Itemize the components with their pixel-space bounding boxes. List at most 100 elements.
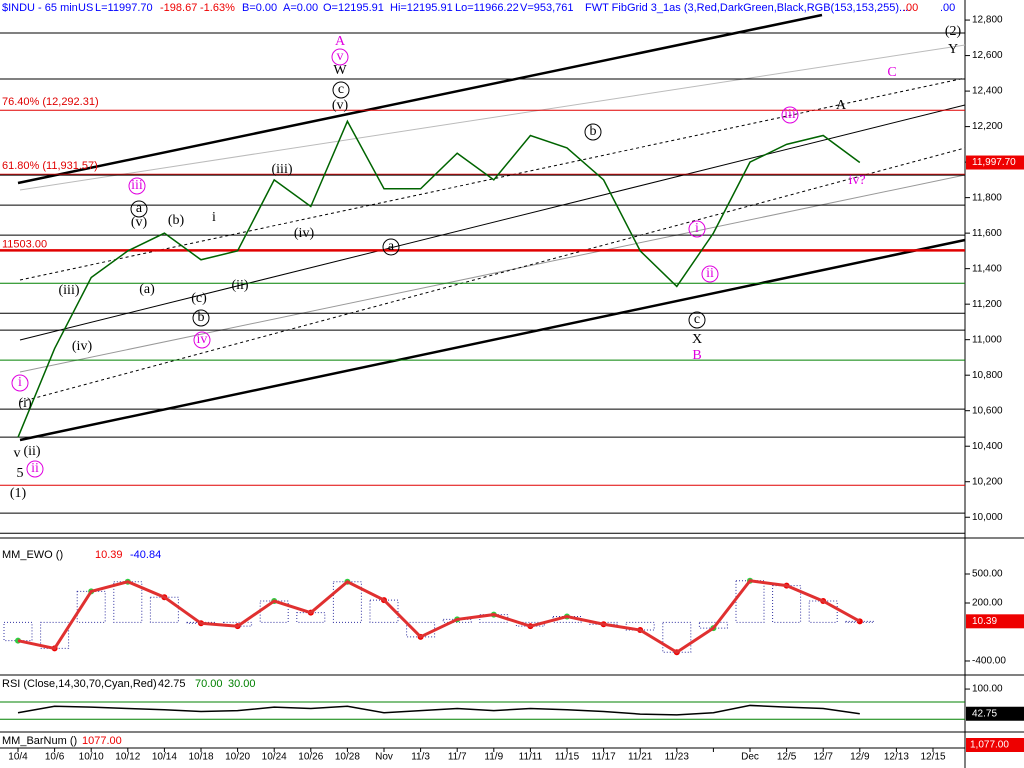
header-text: -198.67 [160,2,197,14]
y-tick-label: 200.00 [972,598,1003,609]
annotation-circle [128,177,146,195]
x-tick-label: Nov [375,752,393,763]
annotation-circle [332,81,350,99]
y-tick-label: 100.00 [972,684,1003,695]
wave-label: (b) [168,213,185,228]
annotation-circle [701,265,719,283]
wave-label: a [136,201,143,216]
wave-label: (2) [945,24,962,39]
annotation-circle [331,48,349,66]
annotation-circle [584,123,602,141]
channel-line [19,104,966,341]
x-tick-label: 10/12 [115,752,140,763]
header-text: Hi=12195.91 [390,2,453,14]
x-tick-label: 11/15 [555,752,580,763]
annotation-circle [688,220,706,238]
readout: 42.75 [158,678,186,690]
price-line [17,119,861,438]
readout: -40.84 [130,549,161,561]
wave-label: ii [706,266,714,281]
rsi-value-label: 42.75 [972,708,997,719]
wave-label: (ii) [23,444,40,459]
x-tick-label: 12/13 [884,752,909,763]
wave-label: X [692,332,702,347]
header-text: B=0.00 [242,2,277,14]
header-text: V=953,761 [520,2,574,14]
ewo-bar [662,621,692,653]
ewo-bar [845,620,875,623]
y-tick-label: 12,400 [972,86,1003,97]
wave-label: C [887,65,896,80]
annotation-circle [781,106,799,124]
y-tick-label: 10,200 [972,476,1003,487]
x-tick-label: 11/11 [519,752,543,763]
x-tick-label: 10/28 [335,752,360,763]
wave-label: b [198,310,205,325]
wave-label: i [695,221,699,236]
x-tick-label: 10/14 [152,752,177,763]
y-tick-label: 10,400 [972,441,1003,452]
readout: 30.00 [228,678,256,690]
y-tick-label: 10,600 [972,405,1003,416]
ewo-bar [296,612,326,623]
wave-label: (iv) [72,339,93,354]
header-text: $INDU - 65 min [2,2,78,14]
annotation-circle [26,460,44,478]
x-tick-label: 10/20 [225,752,250,763]
readout: 1077.00 [82,735,122,747]
x-tick-label: 10/18 [188,752,213,763]
wave-label: iv? [848,173,865,188]
x-tick-label: 10/26 [298,752,323,763]
wave-label: iii [784,107,796,122]
wave-label: A [335,34,346,49]
y-tick-label: 12,200 [972,121,1003,132]
barnum-label: 1,077.00 [970,740,1009,751]
x-tick-label: 11/23 [665,752,690,763]
wave-label: i [18,375,22,390]
wave-label: W [333,63,347,78]
y-tick-label: -400.00 [972,656,1006,667]
wave-label: iv [197,332,208,347]
annotation-circle [382,238,400,256]
y-tick-label: 10,800 [972,370,1003,381]
x-tick-label: 12/7 [813,752,833,763]
channel-line [19,77,966,281]
wave-label: b [590,124,597,139]
wave-label: A [836,98,847,113]
wave-label: (iii) [59,283,80,298]
ewo-bar [76,590,106,623]
ewo-value-label: 10.39 [972,616,997,627]
ewo-bar [698,621,728,629]
header-text: .00 [903,2,918,14]
channel-line [17,13,823,185]
annotation-circle [130,200,148,218]
x-tick-label: 12/5 [777,752,797,763]
wave-label: i [212,210,216,225]
x-tick-label: 11/9 [484,752,503,763]
level-label: 11503.00 [2,238,47,250]
y-tick-label: 12,600 [972,50,1003,61]
last-value-box [966,155,1024,170]
wave-label: B [692,348,701,363]
readout: 10.39 [95,549,123,561]
y-tick-label: 11,800 [972,192,1002,203]
header-text: .00 [940,2,955,14]
header-text: A=0.00 [283,2,318,14]
y-tick-label: 12,800 [972,15,1003,26]
wave-label: (iii) [272,162,293,177]
x-tick-label: 11/17 [591,752,616,763]
channel-line [19,238,966,442]
wave-label: ii [31,461,39,476]
annotation-circle [193,331,211,349]
wave-label: (v) [332,98,349,113]
ewo-bar [772,585,802,623]
wave-label: (c) [191,291,207,306]
y-tick-label: 500.00 [972,569,1003,580]
header-text: O=12195.91 [323,2,384,14]
x-tick-label: 12/9 [850,752,870,763]
panel-title: MM_EWO () [2,549,63,561]
header-text: -1.63% [200,2,235,14]
ewo-line [17,579,861,655]
annotation-circle [688,311,706,329]
